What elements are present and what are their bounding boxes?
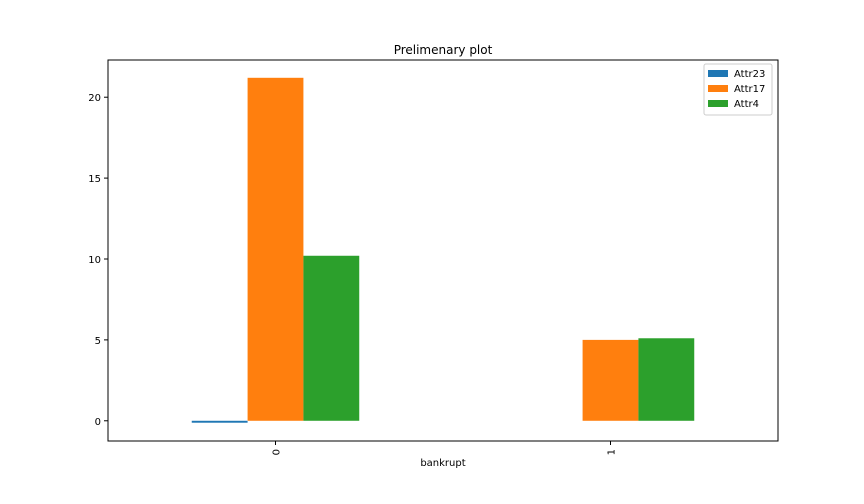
bar-attr4-cat-1	[638, 338, 695, 421]
bar-attr23-cat-0	[191, 420, 248, 423]
x-tick-label: 1	[607, 449, 618, 455]
legend-swatch-attr4	[708, 100, 728, 107]
y-tick-label: 20	[88, 93, 101, 104]
legend-swatch-attr17	[708, 85, 728, 92]
y-tick-label: 5	[95, 336, 101, 347]
plot-area-frame	[107, 59, 779, 442]
bar-attr4-cat-0	[303, 255, 360, 421]
y-tick-label: 0	[95, 417, 101, 428]
legend-label-attr23: Attr23	[734, 69, 765, 80]
x-axis-label: bankrupt	[420, 458, 465, 469]
y-tick-label: 10	[88, 255, 101, 266]
legend-label-attr17: Attr17	[734, 84, 765, 95]
bar-attr17-cat-0	[247, 77, 304, 421]
legend: Attr23 Attr17 Attr4	[703, 63, 773, 116]
y-tick-label: 15	[88, 174, 101, 185]
legend-swatch-attr23	[708, 70, 728, 77]
bar-attr17-cat-1	[582, 339, 639, 421]
y-axis: 0 5 10 15 20	[88, 93, 108, 428]
chart-title: Prelimenary plot	[394, 43, 493, 57]
bars-group	[191, 77, 695, 423]
x-tick-label: 0	[272, 449, 283, 455]
legend-label-attr4: Attr4	[734, 99, 759, 110]
